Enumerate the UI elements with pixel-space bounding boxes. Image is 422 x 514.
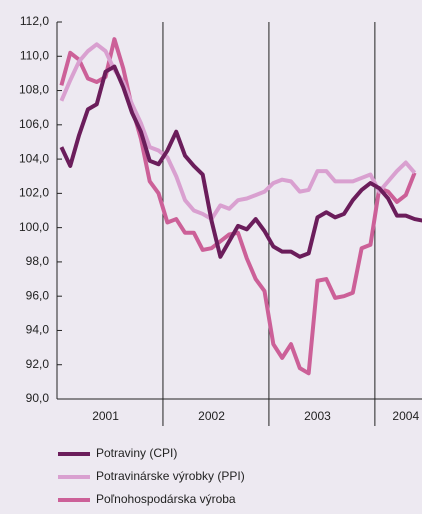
series-line — [59, 37, 417, 376]
y-tick-label: 94,0 — [26, 323, 50, 337]
y-tick-label: 92,0 — [26, 357, 50, 371]
y-tick-label: 96,0 — [26, 288, 50, 302]
x-tick-label: 2002 — [198, 409, 225, 423]
legend-label: Potravinárske výrobky (PPI) — [96, 469, 245, 483]
y-tick-label: 106,0 — [19, 117, 49, 131]
legend-label: Potraviny (CPI) — [96, 446, 177, 460]
x-tick-label: 2001 — [92, 409, 119, 423]
y-tick-label: 110,0 — [20, 48, 49, 62]
series-line — [59, 64, 422, 259]
y-tick-label: 104,0 — [19, 151, 49, 165]
y-tick-label: 90,0 — [26, 391, 50, 405]
y-tick-label: 98,0 — [26, 254, 50, 268]
y-tick-label: 100,0 — [19, 220, 49, 234]
x-tick-label: 2003 — [304, 409, 331, 423]
y-tick-label: 108,0 — [19, 83, 49, 97]
x-tick-label: 2004 — [392, 409, 419, 423]
y-tick-label: 102,0 — [19, 186, 49, 200]
y-tick-label: 112,0 — [20, 14, 49, 28]
legend-label: Poľnohospodárska výroba — [96, 492, 236, 506]
